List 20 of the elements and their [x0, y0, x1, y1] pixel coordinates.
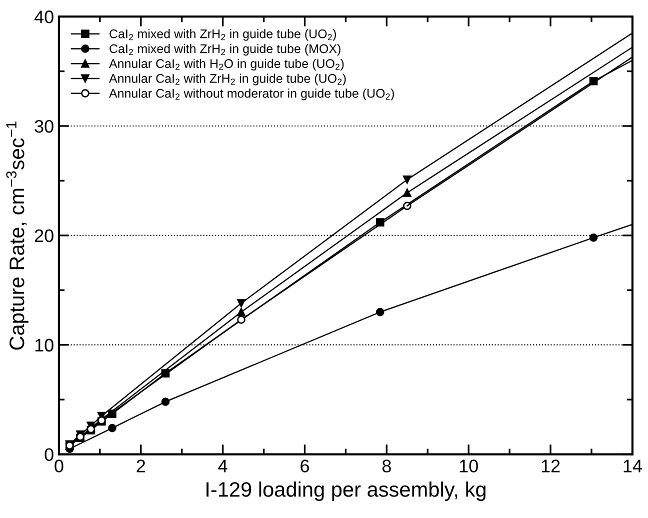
y-axis-title: Capture Rate, cm$^{−3}$sec$^{−1}$: [6, 122, 28, 350]
legend-label: Annular CaI$_{2}$ with H$_{2}$O in guide tube (UO$_{2}$): [108, 58, 344, 70]
x-tick-label: 0: [54, 460, 64, 472]
y-tick-label: 0: [44, 448, 54, 462]
x-tick-label: 14: [624, 460, 642, 472]
legend-label: CaI$_{2}$ mixed with ZrH$_{2}$ in guide tube (UO$_{2}$): [110, 29, 336, 41]
legend-label: Annular CaI$_{2}$ without moderator in guide tube (UO$_{2}$): [108, 88, 394, 100]
y-tick-label: 10: [35, 338, 54, 352]
x-tick-label: 4: [218, 460, 228, 472]
y-tick-label: 40: [34, 10, 54, 24]
x-tick-label: 8: [382, 460, 391, 472]
x-tick-label: 2: [136, 460, 146, 472]
x-tick-label: 12: [542, 460, 560, 472]
x-axis-title: I-129 loading per assembly, kg: [206, 482, 486, 501]
x-tick-label: 10: [460, 460, 478, 472]
legend-label: Annular CaI$_{2}$ with ZrH$_{2}$ in guide tube (UO$_{2}$): [108, 74, 346, 86]
legend-label: CaI$_{2}$ mixed with ZrH$_{2}$ in guide tube (MOX): [110, 44, 340, 56]
y-tick-label: 30: [34, 120, 54, 133]
y-tick-label: 20: [34, 229, 54, 242]
x-tick-label: 6: [300, 460, 309, 472]
